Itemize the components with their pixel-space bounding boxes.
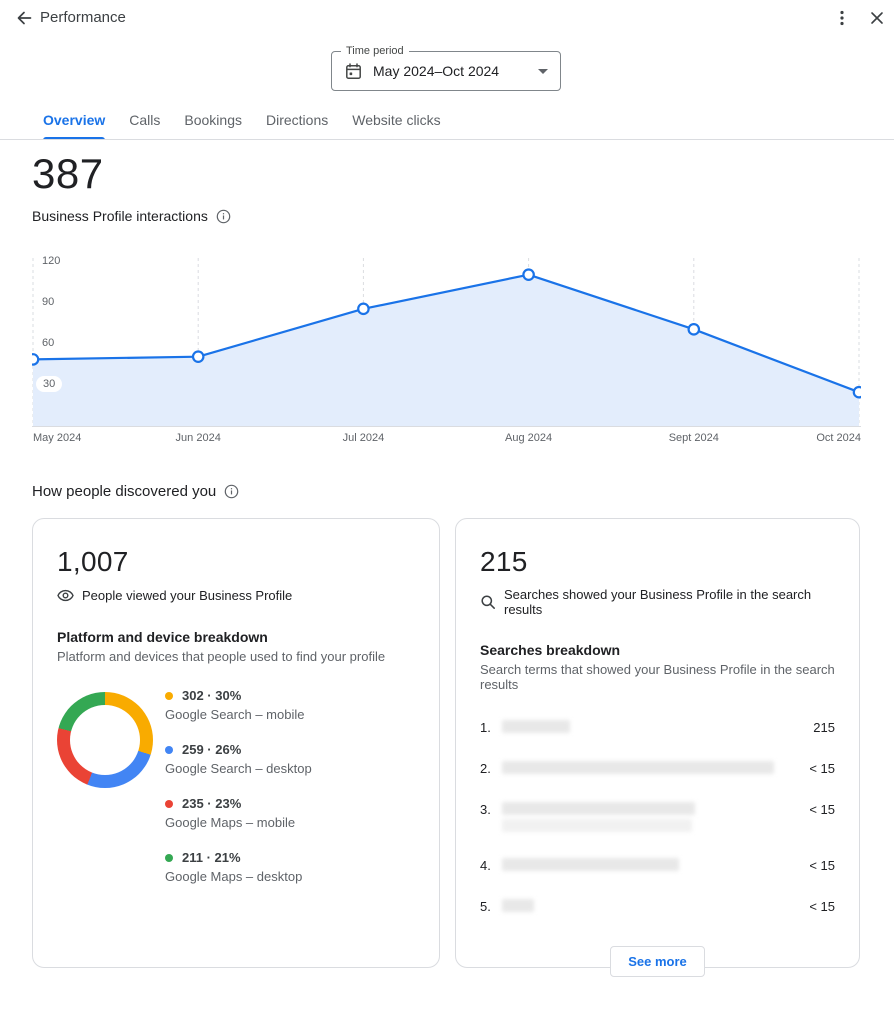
search-terms-list: 1. 215 2. < 15 3. < 15 4. < 15 5. < 15 [480,720,835,914]
tab-calls[interactable]: Calls [129,106,160,140]
tab-bar: Overview Calls Bookings Directions Website c… [43,106,441,140]
y-axis-tick: 90 [42,296,55,308]
legend-label: Google Maps – mobile [165,815,296,830]
interactions-label: Business Profile interactions [32,208,208,224]
x-axis-tick: May 2024 [33,432,82,444]
tab-website-clicks[interactable]: Website clicks [352,106,440,140]
platform-breakdown-subtitle: Platform and devices that people used to… [57,649,386,664]
platform-donut-chart [57,692,153,788]
legend-dot-icon [165,691,173,700]
interactions-chart-svg [32,258,861,427]
search-term-row: 1. 215 [480,720,835,735]
legend-item: 302 · 30% Google Search – mobile [165,688,312,722]
blurred-text [502,899,534,912]
search-term-redacted [502,802,695,832]
interactions-chart: 30 60 90 120 May 2024 Jun 2024 Jul 2024 Aug 20… [32,255,861,455]
x-axis-tick: Sept 2024 [668,432,719,444]
searches-label: Searches showed your Business Profile in… [504,587,812,617]
searches-breakdown-subtitle: Search terms that showed your Business P… [480,662,835,692]
search-term-count: < 15 [809,899,835,914]
time-period-label: Time period [341,45,409,57]
info-icon[interactable] [224,484,239,499]
info-icon[interactable] [216,209,231,224]
legend-stat-value: 235 · 23% [182,796,242,811]
legend-item: 235 · 23% Google Maps – mobile [165,796,312,830]
search-term-rank: 3. [480,802,491,817]
platform-donut-legend: 302 · 30% Google Search – mobile 259 · 26%… [165,688,312,904]
calendar-icon [345,62,362,80]
eye-icon [57,587,74,604]
legend-label: Google Search – desktop [165,761,312,776]
tab-directions[interactable]: Directions [266,106,328,140]
blurred-text [502,720,570,733]
interactions-summary: 387 Business Profile interactions [32,150,231,224]
blurred-text [502,858,679,871]
search-term-row: 3. < 15 [480,802,835,832]
page-title: Performance [40,9,126,26]
search-term-redacted [502,720,570,733]
x-axis-tick: Oct 2024 [816,432,861,444]
close-button[interactable] [865,6,889,30]
top-bar: Performance [0,0,894,34]
legend-label: Google Search – mobile [165,707,305,722]
search-term-rank: 1. [480,720,491,735]
search-term-row: 4. < 15 [480,858,835,873]
kebab-menu-icon [832,10,852,31]
search-term-rank: 2. [480,761,491,776]
legend-stat-value: 211 · 21% [182,850,241,865]
profile-views-card: 1,007 People viewed your Business Profil… [32,518,440,968]
search-term-count: < 15 [809,761,835,776]
search-term-count: < 15 [809,858,835,873]
x-axis-tick: Aug 2024 [505,432,553,444]
blurred-text [502,819,692,832]
legend-dot-icon [165,853,173,862]
search-term-row: 5. < 15 [480,899,835,914]
search-icon [480,594,496,610]
interactions-count: 387 [32,150,104,197]
search-term-count: < 15 [809,802,835,817]
tab-bookings[interactable]: Bookings [184,106,242,140]
blurred-text [502,802,695,815]
search-term-count: 215 [813,720,835,735]
tab-overview[interactable]: Overview [43,106,106,140]
back-button[interactable] [12,6,36,30]
more-options-button[interactable] [830,6,854,30]
y-axis-tick: 30 [36,376,63,392]
views-count: 1,007 [57,546,129,577]
chevron-down-icon [538,68,548,74]
blurred-text [502,761,774,774]
y-axis-tick: 120 [42,255,61,267]
legend-dot-icon [165,799,173,808]
arrow-left-icon [14,11,34,31]
legend-item: 211 · 21% Google Maps – desktop [165,850,312,884]
see-more-button[interactable]: See more [610,946,705,977]
discovery-section-heading: How people discovered you [32,483,239,500]
y-axis-tick: 60 [42,337,55,349]
tab-divider [0,139,894,140]
search-term-row: 2. < 15 [480,761,835,776]
search-term-rank: 5. [480,899,491,914]
close-icon [867,12,887,31]
platform-breakdown-title: Platform and device breakdown [57,629,268,645]
search-term-redacted [502,761,774,774]
x-axis-tick: Jul 2024 [342,432,385,444]
x-axis-tick: Jun 2024 [175,432,221,444]
searches-card: 215 Searches showed your Business Profil… [455,518,860,977]
searches-breakdown-title: Searches breakdown [480,642,621,658]
searches-count: 215 [480,546,528,577]
legend-stat-value: 259 · 26% [182,742,242,757]
legend-stat-value: 302 · 30% [182,688,242,703]
search-term-rank: 4. [480,858,491,873]
views-label: People viewed your Business Profile [82,588,293,603]
time-period-value: May 2024–Oct 2024 [373,63,500,79]
discovery-section-title: How people discovered you [32,483,217,500]
legend-item: 259 · 26% Google Search – desktop [165,742,312,776]
legend-dot-icon [165,745,173,754]
search-term-redacted [502,858,679,871]
search-term-redacted [502,899,534,912]
time-period-select[interactable]: Time period May 2024–Oct 2024 [331,45,561,91]
legend-label: Google Maps – desktop [165,869,303,884]
